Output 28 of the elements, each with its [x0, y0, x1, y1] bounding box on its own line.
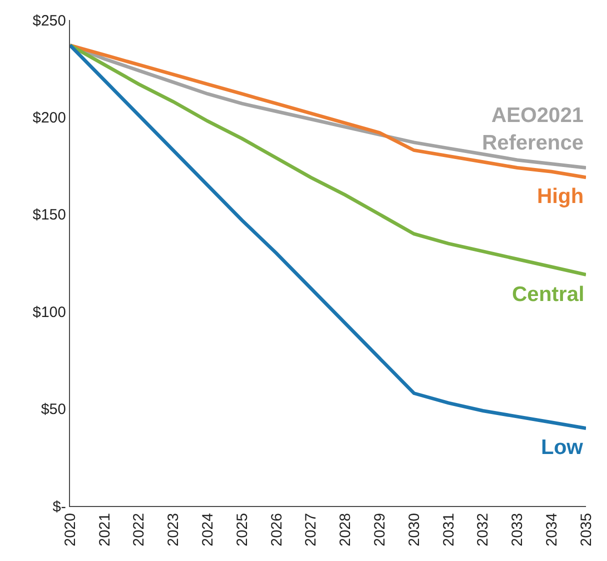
y-tick-label: $100 [32, 304, 66, 321]
y-tick-label: $250 [32, 12, 66, 30]
x-tick-label: 2023 [165, 513, 182, 546]
x-tick-label: 2024 [199, 513, 216, 546]
x-tick-label: 2022 [130, 513, 148, 546]
x-tick-label: 2025 [234, 513, 251, 546]
series-label: High [537, 185, 584, 208]
y-tick-label: $- [52, 498, 66, 516]
y-tick-label: $50 [40, 401, 66, 418]
x-tick-label: 2033 [509, 513, 526, 546]
series-label: Central [512, 283, 584, 306]
x-tick-label: 2028 [337, 513, 354, 546]
x-tick-label: 2030 [406, 513, 423, 546]
y-tick-label: $200 [32, 109, 66, 126]
x-tick-label: 2034 [543, 513, 560, 546]
line-series [70, 44, 586, 430]
x-tick-label: 2020 [62, 513, 79, 546]
x-tick-label: 2026 [268, 513, 286, 546]
line-series [70, 44, 586, 276]
x-tick-label: 2032 [474, 513, 492, 546]
series-label: Low [541, 436, 584, 459]
series-label: AEO2021 Reference [482, 104, 584, 154]
x-tick-label: 2021 [96, 513, 114, 546]
x-tick-label: 2035 [578, 513, 595, 546]
x-tick-label: 2029 [371, 513, 388, 546]
y-tick-label: $150 [32, 206, 66, 224]
x-tick-label: 2027 [302, 513, 320, 546]
x-tick-label: 2031 [440, 513, 458, 546]
